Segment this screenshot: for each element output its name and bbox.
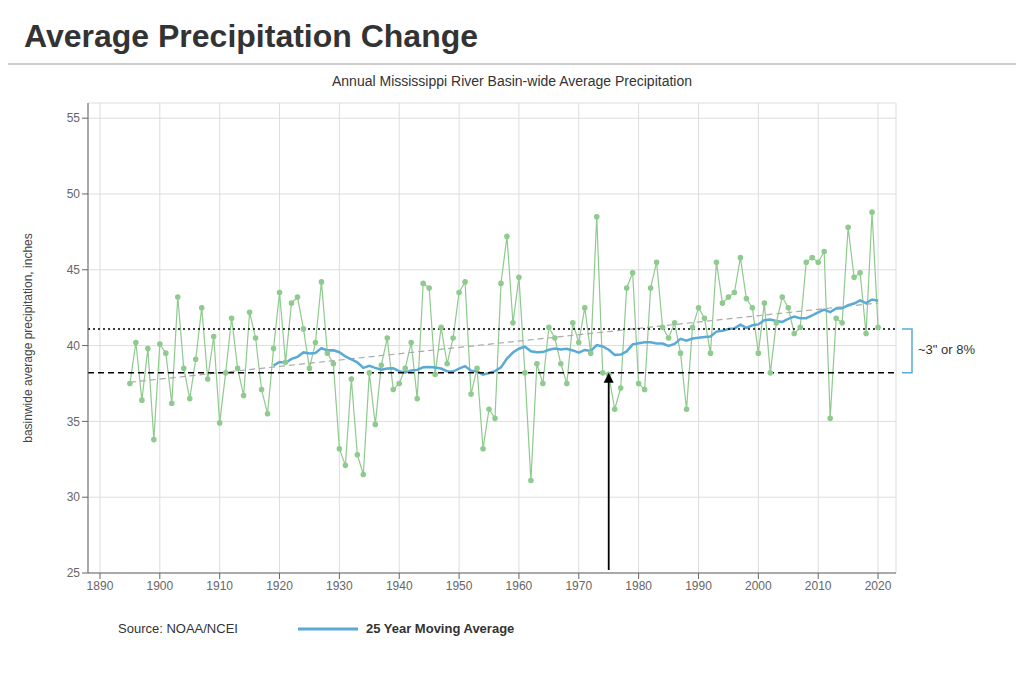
svg-text:2010: 2010	[805, 579, 832, 593]
svg-text:1980: 1980	[625, 579, 652, 593]
svg-text:40: 40	[67, 339, 81, 353]
svg-text:25: 25	[67, 566, 81, 580]
svg-text:1910: 1910	[206, 579, 233, 593]
svg-text:30: 30	[67, 490, 81, 504]
html-text:Annual Mississippi River Basin: Annual Mississippi River Basin-wide Aver…	[332, 73, 692, 89]
html-text:25 Year Moving Average: 25 Year Moving Average	[365, 621, 515, 636]
svg-text:1900: 1900	[146, 579, 173, 593]
svg-text:2000: 2000	[745, 579, 772, 593]
svg-text:35: 35	[67, 415, 81, 429]
svg-text:2020: 2020	[865, 579, 892, 593]
svg-text:1930: 1930	[326, 579, 353, 593]
svg-text:1890: 1890	[87, 579, 114, 593]
svg-text:1960: 1960	[506, 579, 533, 593]
svg-text:50: 50	[67, 187, 81, 201]
html-text:Average Precipitation Change: Average Precipitation Change	[24, 18, 478, 54]
html-text:Source: NOAA/NCEI: Source: NOAA/NCEI	[118, 621, 238, 636]
svg-text:basinwide average precipitatio: basinwide average precipitation, inches	[21, 233, 35, 442]
svg-text:1950: 1950	[446, 579, 473, 593]
svg-text:1990: 1990	[685, 579, 712, 593]
svg-text:55: 55	[67, 111, 81, 125]
svg-text:45: 45	[67, 263, 81, 277]
svg-text:1970: 1970	[565, 579, 592, 593]
svg-text:~3" or 8%: ~3" or 8%	[918, 342, 975, 357]
svg-text:1940: 1940	[386, 579, 413, 593]
svg-text:1920: 1920	[266, 579, 293, 593]
